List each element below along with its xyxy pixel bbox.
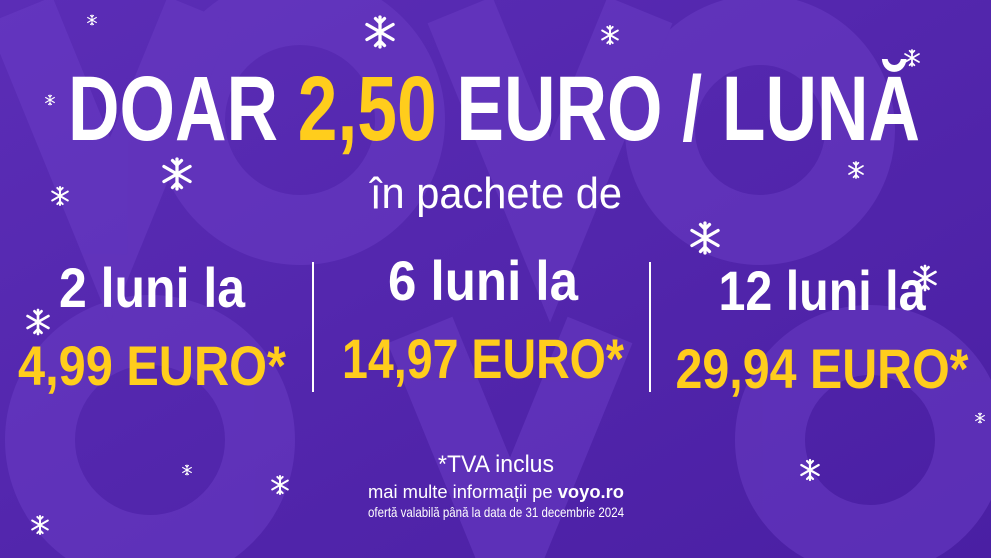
info-text: mai multe informații pe — [368, 482, 553, 502]
offer-price: 4,99 EURO* — [18, 334, 286, 397]
headline-price: 2,50 — [298, 58, 437, 160]
headline-rest: EURO / LUNĂ — [456, 58, 920, 160]
subtitle: în pachete de — [369, 169, 622, 218]
headline-lead: DOAR — [68, 58, 278, 160]
offer-period: 2 luni la — [59, 256, 246, 319]
offer-period: 6 luni la — [388, 249, 579, 312]
offer-price: 29,94 EURO* — [676, 337, 969, 400]
offer-price: 14,97 EURO* — [342, 327, 624, 390]
validity: ofertă valabilă până la data de 31 decem… — [368, 504, 624, 520]
offer-period: 12 luni la — [719, 259, 927, 322]
vat-note: *TVA inclus — [438, 451, 554, 478]
site-link[interactable]: voyo.ro — [558, 482, 624, 502]
info-line: mai multe informații pe voyo.ro — [368, 482, 624, 502]
headline: DOAR 2,50 EURO / LUNĂ — [68, 58, 920, 160]
